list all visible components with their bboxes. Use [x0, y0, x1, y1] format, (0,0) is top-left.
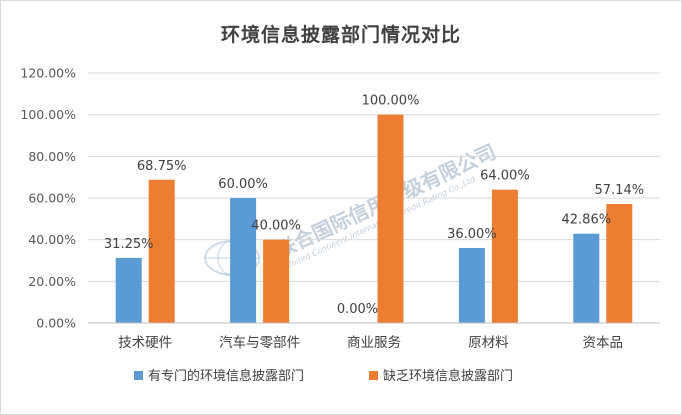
y-tick-label: 0.00%	[36, 316, 76, 331]
legend: 有专门的环境信息披露部门 缺乏环境信息披露部门	[134, 368, 513, 384]
data-label: 57.14%	[595, 183, 645, 198]
x-category-label: 商业服务	[347, 335, 401, 351]
y-tick-label: 120.00%	[20, 66, 76, 81]
legend-label: 有专门的环境信息披露部门	[148, 368, 304, 384]
y-tick-label: 40.00%	[28, 232, 76, 247]
bar-lacks-dept	[263, 239, 290, 323]
data-label: 36.00%	[447, 227, 497, 242]
bars	[115, 114, 633, 324]
data-label: 60.00%	[218, 177, 268, 192]
legend-swatch	[134, 371, 143, 380]
y-tick-label: 20.00%	[28, 274, 76, 289]
bar-has-dept	[573, 233, 600, 323]
y-tick-label: 100.00%	[20, 107, 76, 122]
bar-lacks-dept	[491, 189, 518, 323]
data-labels: 31.25% 68.75% 60.00% 40.00% 0.00% 100.00% 36.0…	[104, 94, 644, 317]
y-axis: 0.00% 20.00% 40.00% 60.00% 80.00% 100.00% 120.…	[20, 66, 76, 331]
gridlines	[88, 72, 660, 282]
data-label: 64.00%	[480, 169, 530, 184]
legend-label: 缺乏环境信息披露部门	[383, 368, 513, 384]
bar-lacks-dept	[377, 114, 404, 324]
chart-title: 环境信息披露部门情况对比	[220, 24, 461, 46]
x-category-label: 汽车与零部件	[219, 334, 300, 351]
x-category-label: 资本品	[583, 335, 624, 351]
y-tick-label: 80.00%	[28, 149, 76, 164]
x-category-label: 技术硬件	[118, 335, 172, 351]
bar-has-dept	[115, 257, 142, 323]
bar-has-dept	[458, 248, 485, 323]
data-label: 31.25%	[104, 237, 154, 252]
bar-lacks-dept	[148, 179, 175, 323]
legend-swatch	[369, 371, 378, 380]
data-label: 100.00%	[362, 94, 420, 109]
x-category-label: 原材料	[468, 335, 509, 351]
data-label: 0.00%	[337, 302, 378, 317]
data-label: 68.75%	[137, 159, 187, 174]
bar-lacks-dept	[606, 203, 633, 323]
y-tick-label: 60.00%	[28, 191, 76, 206]
bar-has-dept	[230, 198, 257, 323]
x-axis: 技术硬件 汽车与零部件 商业服务 原材料 资本品	[88, 322, 660, 351]
data-label: 42.86%	[562, 213, 612, 228]
data-label: 40.00%	[251, 219, 301, 234]
